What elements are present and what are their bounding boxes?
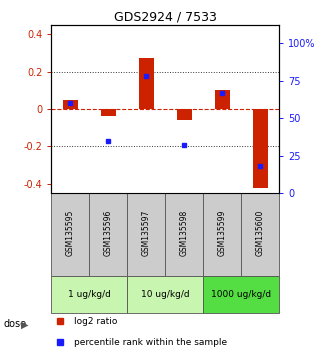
- Text: ▶: ▶: [21, 320, 28, 330]
- Text: GSM135598: GSM135598: [180, 210, 189, 256]
- Text: 1000 ug/kg/d: 1000 ug/kg/d: [211, 290, 271, 299]
- Text: GSM135596: GSM135596: [104, 210, 113, 256]
- Text: GSM135599: GSM135599: [218, 210, 227, 256]
- Text: GSM135600: GSM135600: [256, 210, 265, 256]
- Text: GSM135597: GSM135597: [142, 210, 151, 256]
- Text: GSM135595: GSM135595: [66, 210, 75, 256]
- Text: percentile rank within the sample: percentile rank within the sample: [74, 338, 227, 347]
- Text: 1 ug/kg/d: 1 ug/kg/d: [68, 290, 111, 299]
- Bar: [63, 99, 78, 109]
- Bar: [127, 276, 203, 313]
- Bar: [51, 276, 127, 313]
- Bar: [127, 193, 165, 276]
- Bar: [241, 193, 279, 276]
- Bar: [203, 276, 279, 313]
- Bar: [203, 193, 241, 276]
- Bar: [253, 109, 268, 188]
- Bar: [139, 58, 154, 109]
- Bar: [165, 193, 203, 276]
- Text: log2 ratio: log2 ratio: [74, 317, 117, 326]
- Bar: [177, 109, 192, 120]
- Bar: [51, 193, 89, 276]
- Bar: [89, 193, 127, 276]
- Bar: [101, 109, 116, 116]
- Text: dose: dose: [3, 319, 26, 329]
- Title: GDS2924 / 7533: GDS2924 / 7533: [114, 11, 217, 24]
- Text: 10 ug/kg/d: 10 ug/kg/d: [141, 290, 190, 299]
- Bar: [215, 90, 230, 109]
